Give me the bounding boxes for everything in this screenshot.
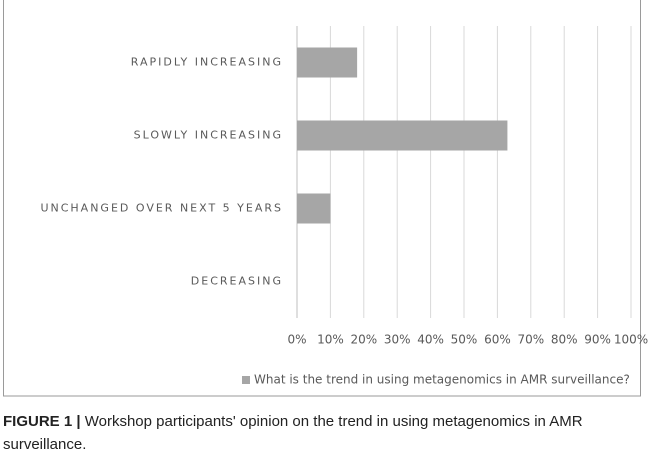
bar [297, 120, 508, 151]
x-tick-label: 10% [317, 333, 344, 347]
x-tick-label: 20% [350, 333, 377, 347]
legend-label: What is the trend in using metagenomics … [254, 373, 630, 387]
chart-border [3, 0, 641, 397]
figure-caption: FIGURE 1 | Workshop participants' opinio… [3, 410, 633, 456]
y-tick-label: UNCHANGED OVER NEXT 5 YEARS [40, 202, 283, 215]
y-tick-label: RAPIDLY INCREASING [131, 56, 283, 69]
caption-text: Workshop participants' opinion on the tr… [3, 413, 583, 453]
x-tick-label: 30% [384, 333, 411, 347]
y-tick-label: DECREASING [191, 275, 283, 288]
x-tick-label: 0% [287, 333, 306, 347]
bar [297, 47, 358, 78]
x-tick-label: 80% [551, 333, 578, 347]
caption-label: FIGURE 1 | [3, 413, 81, 430]
x-tick-label: 60% [484, 333, 511, 347]
x-tick-label: 40% [417, 333, 444, 347]
x-tick-label: 100% [614, 333, 648, 347]
legend-swatch [242, 376, 250, 384]
x-tick-label: 90% [584, 333, 611, 347]
y-tick-label: SLOWLY INCREASING [134, 129, 283, 142]
bar [297, 193, 331, 224]
x-tick-label: 70% [517, 333, 544, 347]
x-tick-label: 50% [451, 333, 478, 347]
chart: 0% 10% 20% 30% 40% 50% 60% 70% 80% 90% 100% RAPIDLY… [3, 0, 648, 397]
